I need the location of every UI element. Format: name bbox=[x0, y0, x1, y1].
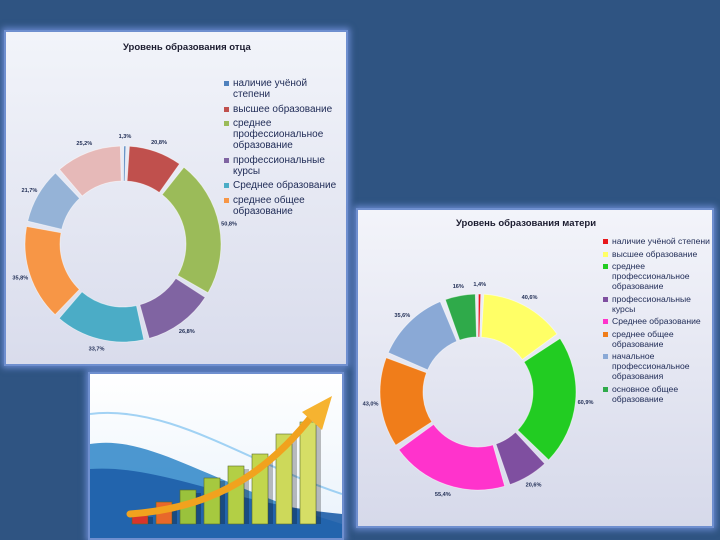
legend-label: высшее образование bbox=[233, 103, 333, 115]
legend-label: среднее профессиональное образование bbox=[612, 261, 690, 291]
legend-item: Среднее образование bbox=[603, 316, 711, 326]
growth-arrow bbox=[126, 408, 319, 518]
growth-bar bbox=[275, 433, 293, 525]
legend-label: среднее профессиональное образование bbox=[233, 118, 324, 151]
data-label: 26,8% bbox=[179, 329, 195, 335]
data-label: 33,7% bbox=[89, 347, 105, 353]
legend-label: наличие учёной степени bbox=[612, 236, 710, 246]
legend-label: начальное профессиональное образования bbox=[612, 351, 690, 381]
father-chart-title: Уровень образования отца bbox=[123, 42, 251, 53]
donut-slice bbox=[58, 145, 122, 197]
mother-chart-legend: наличие учёной степени высшее образование… bbox=[603, 236, 711, 406]
data-label: 1,4% bbox=[473, 282, 486, 288]
father-donut-chart: 1,3% 20,8% 50,8% 26,8% 33,7% 35,8% 21,7% 25,2% bbox=[12, 134, 237, 353]
donut-slice bbox=[126, 145, 181, 194]
data-label: 20,6% bbox=[526, 483, 542, 489]
donut-slice bbox=[161, 166, 222, 294]
donut-slice bbox=[517, 337, 577, 461]
legend-item: среднее общее образование bbox=[603, 329, 711, 349]
legend-swatch bbox=[603, 251, 608, 257]
legend-label: высшее образование bbox=[612, 248, 698, 259]
legend-item: среднее профессиональное образование bbox=[603, 261, 711, 291]
growth-bar-shade bbox=[244, 469, 249, 524]
donut-slice bbox=[495, 431, 546, 486]
legend-label: среднее общее образование bbox=[612, 328, 674, 349]
legend-item: наличие учёной степени bbox=[603, 236, 711, 246]
data-label: 1,3% bbox=[119, 134, 132, 140]
growth-bar-shade bbox=[220, 481, 225, 524]
legend-item: Среднее образование bbox=[224, 180, 342, 191]
growth-bar-shade bbox=[196, 493, 201, 524]
legend-item: профессиональные курсы bbox=[603, 294, 711, 314]
legend-swatch bbox=[224, 106, 229, 112]
growth-arrow-graphic bbox=[90, 396, 342, 538]
growth-arrow-head bbox=[302, 396, 332, 430]
legend-item: профессиональные курсы bbox=[224, 155, 342, 177]
donut-slice bbox=[379, 357, 433, 446]
growth-bar-shade bbox=[268, 457, 273, 524]
legend-item: среднее общее образование bbox=[224, 195, 342, 217]
legend-label: Среднее образование bbox=[612, 316, 701, 326]
growth-bar-shade bbox=[292, 437, 297, 524]
legend-item: высшее образование bbox=[224, 104, 342, 115]
data-label: 21,7% bbox=[21, 188, 37, 194]
legend-swatch bbox=[224, 183, 229, 188]
mother-education-chart-panel: Уровень образования матери 1,4% 40,6% 60,9… bbox=[356, 208, 714, 528]
mother-chart-title: Уровень образования матери bbox=[456, 218, 597, 229]
mother-donut-chart: 1,4% 40,6% 60,9% 20,6% 55,4% 43,0% 35,6% 16% bbox=[363, 282, 594, 498]
donut-slice bbox=[58, 291, 145, 343]
legend-item: основное общее образование bbox=[603, 384, 711, 404]
legend-swatch bbox=[224, 157, 229, 163]
data-label: 35,6% bbox=[394, 313, 410, 319]
legend-swatch bbox=[224, 197, 229, 203]
donut-slice bbox=[27, 172, 81, 230]
donut-slice bbox=[477, 293, 482, 338]
legend-swatch bbox=[603, 264, 608, 269]
donut-slice bbox=[387, 301, 458, 371]
data-label: 25,2% bbox=[76, 141, 92, 147]
growth-bar-shade bbox=[316, 425, 321, 524]
legend-item: высшее образование bbox=[603, 249, 711, 259]
legend-label: наличие учёной степени bbox=[233, 78, 308, 100]
legend-swatch bbox=[603, 331, 608, 337]
legend-item: среднее профессиональное образование bbox=[224, 118, 342, 151]
donut-slice bbox=[139, 277, 206, 339]
growth-bar bbox=[227, 465, 245, 525]
legend-swatch bbox=[224, 121, 229, 126]
father-education-chart-panel: Уровень образования отца 1,3% 20,8% 50,8% 2… bbox=[4, 30, 348, 366]
data-label: 16% bbox=[453, 284, 464, 290]
data-label: 20,8% bbox=[151, 140, 167, 146]
donut-slice bbox=[444, 293, 477, 341]
data-label: 43,0% bbox=[363, 402, 379, 408]
legend-item: наличие учёной степени bbox=[224, 78, 342, 100]
data-label: 50,8% bbox=[221, 222, 237, 228]
legend-label: профессиональные курсы bbox=[233, 154, 325, 177]
legend-swatch bbox=[603, 319, 608, 324]
data-label: 40,6% bbox=[522, 295, 538, 301]
growth-bars-picture bbox=[88, 372, 344, 540]
donut-slice bbox=[123, 145, 127, 182]
legend-swatch bbox=[603, 296, 608, 302]
donut-slice bbox=[24, 226, 80, 316]
legend-label: Среднее образование bbox=[233, 180, 337, 191]
donut-slice bbox=[398, 423, 506, 491]
legend-label: среднее общее образование bbox=[233, 194, 305, 217]
legend-swatch bbox=[603, 239, 608, 244]
data-label: 60,9% bbox=[578, 400, 594, 406]
data-label: 35,8% bbox=[12, 275, 28, 281]
legend-swatch bbox=[603, 354, 608, 359]
data-label: 55,4% bbox=[435, 492, 451, 498]
legend-label: основное общее образование bbox=[612, 383, 679, 404]
legend-item: начальное профессиональное образования bbox=[603, 351, 711, 381]
growth-bar-shade bbox=[172, 505, 177, 524]
donut-slice bbox=[480, 293, 558, 360]
growth-bar bbox=[299, 421, 317, 525]
growth-bar-shade bbox=[148, 517, 153, 524]
legend-swatch bbox=[603, 386, 608, 392]
legend-label: профессиональные курсы bbox=[612, 293, 691, 314]
father-chart-legend: наличие учёной степени высшее образование… bbox=[224, 78, 342, 220]
legend-swatch bbox=[224, 81, 229, 86]
